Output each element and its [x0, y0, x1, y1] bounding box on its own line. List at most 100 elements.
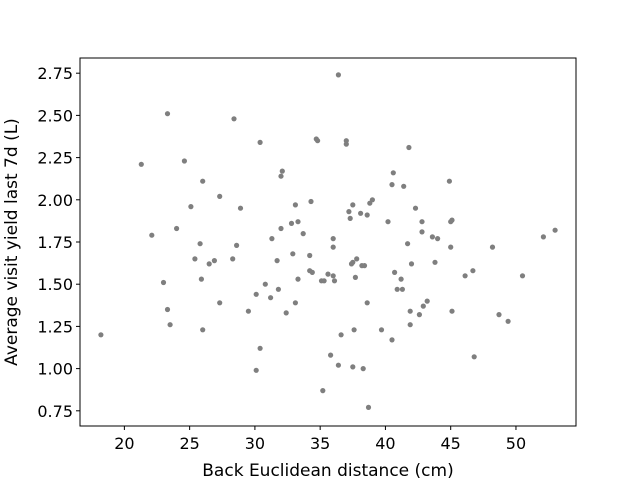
y-tick-label: 2.00 — [37, 191, 73, 210]
y-tick-label: 1.25 — [37, 317, 73, 336]
x-tick-label: 25 — [179, 434, 199, 453]
data-point — [389, 182, 395, 188]
data-point — [278, 225, 284, 232]
data-point — [262, 281, 268, 287]
data-point — [211, 258, 217, 264]
data-point — [160, 279, 167, 286]
data-point — [237, 205, 244, 211]
data-point — [392, 269, 398, 275]
data-point — [432, 259, 438, 265]
data-point — [350, 364, 356, 370]
data-point — [149, 232, 155, 238]
data-point — [188, 204, 194, 210]
y-tick-label: 2.50 — [37, 106, 73, 125]
data-point — [167, 322, 173, 328]
data-point — [424, 298, 430, 304]
data-point — [449, 308, 455, 314]
x-axis-ticks: 20 25 30 35 40 45 50 — [114, 426, 526, 453]
data-points — [98, 72, 558, 410]
data-point — [164, 111, 171, 117]
data-point — [274, 258, 280, 264]
data-point — [295, 276, 301, 282]
data-point — [300, 231, 306, 237]
y-axis-ticks: 0.75 1.00 1.25 1.50 1.75 2.00 2.25 2.50 2.75 — [37, 64, 80, 421]
data-point — [350, 259, 356, 265]
data-point — [419, 219, 425, 225]
x-tick-label: 40 — [375, 434, 395, 453]
x-tick-label: 20 — [114, 434, 134, 453]
data-point — [343, 138, 349, 144]
data-point — [446, 178, 452, 184]
data-point — [352, 274, 358, 280]
data-point — [164, 306, 171, 313]
data-point — [200, 178, 206, 184]
data-point — [307, 252, 313, 259]
x-tick-label: 35 — [310, 434, 330, 453]
data-point — [407, 322, 413, 328]
data-point — [378, 327, 385, 333]
data-point — [449, 217, 455, 223]
data-point — [308, 198, 314, 205]
data-point — [295, 219, 301, 225]
data-point — [351, 327, 357, 333]
data-point — [429, 234, 435, 240]
y-tick-label: 1.75 — [37, 233, 73, 252]
data-point — [268, 295, 274, 301]
data-point — [253, 367, 259, 373]
data-point — [288, 220, 295, 226]
data-point — [406, 144, 412, 151]
data-point — [330, 236, 336, 242]
data-point — [347, 215, 353, 221]
data-point — [360, 366, 366, 372]
data-point — [358, 210, 364, 216]
data-point — [198, 276, 204, 282]
data-point — [390, 170, 396, 176]
data-point — [200, 327, 206, 333]
y-tick-label: 2.25 — [37, 149, 73, 168]
data-point — [389, 337, 395, 343]
data-point — [361, 263, 368, 269]
data-point — [292, 300, 298, 306]
data-point — [398, 276, 404, 282]
data-point — [408, 261, 415, 267]
data-point — [365, 404, 372, 410]
data-point — [292, 202, 298, 208]
data-point — [206, 261, 212, 267]
data-point — [309, 269, 315, 275]
data-point — [253, 291, 259, 297]
data-point — [217, 300, 223, 306]
data-point — [197, 241, 203, 247]
data-point — [519, 273, 526, 279]
data-point — [416, 312, 422, 318]
data-point — [230, 256, 236, 262]
data-point — [335, 362, 341, 368]
data-point — [174, 225, 180, 232]
data-point — [405, 241, 411, 247]
data-point — [419, 229, 425, 235]
data-point — [364, 212, 370, 218]
data-point — [346, 209, 352, 215]
data-point — [330, 244, 336, 250]
data-point — [496, 312, 502, 318]
data-point — [369, 197, 375, 203]
data-point — [245, 308, 251, 314]
data-point — [321, 278, 327, 284]
data-point — [385, 219, 391, 225]
data-point — [354, 256, 360, 262]
data-point — [470, 268, 476, 274]
data-point — [275, 286, 281, 292]
data-point — [257, 345, 263, 351]
data-point — [279, 168, 285, 174]
data-point — [181, 158, 187, 164]
data-point — [412, 205, 419, 211]
data-point — [399, 286, 405, 292]
data-point — [315, 138, 321, 144]
data-point — [394, 286, 400, 292]
data-point — [328, 352, 334, 358]
data-point — [269, 236, 275, 242]
x-tick-label: 45 — [441, 434, 461, 453]
data-point — [320, 388, 326, 394]
data-point — [505, 318, 511, 324]
data-point — [231, 116, 237, 122]
